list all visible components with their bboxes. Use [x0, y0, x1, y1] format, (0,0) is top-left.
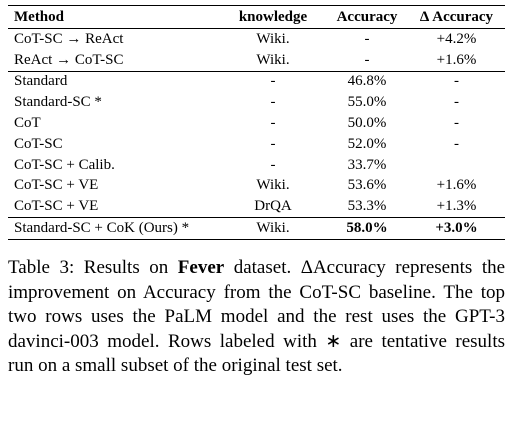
table-cell: -: [270, 94, 276, 111]
table-cell: 50.0%: [347, 115, 387, 132]
table-header: Method knowledge Accuracy Δ Accuracy: [8, 5, 505, 29]
table-cell: CoT-SC + VE: [14, 198, 99, 215]
caption: Table 3: Results on Fever dataset. ΔAccu…: [8, 256, 505, 379]
table-cell: Wiki.: [256, 51, 290, 68]
table-row: Standard - 46.8% -: [8, 71, 505, 92]
table-body: CoT-SC → ReAct Wiki. - +4.2% ReAct → CoT-SC W…: [8, 29, 505, 240]
caption-text: dataset. ΔAccuracy represents the improv…: [8, 257, 506, 376]
table-cell: +1.6%: [436, 177, 477, 194]
table-cell: -: [364, 30, 370, 47]
table-cell: -: [454, 135, 459, 152]
table-cell: +1.6%: [436, 51, 477, 68]
table-row: Standard-SC * - 55.0% -: [8, 92, 505, 113]
table-cell: CoT-SC + VE: [14, 177, 99, 194]
table-row: CoT-SC + Calib. - 33.7%: [8, 155, 505, 176]
table-cell: 53.3%: [347, 198, 387, 215]
table-cell: 53.6%: [347, 177, 387, 194]
table-cell: [408, 155, 505, 176]
table-cell: CoT-SC + Calib.: [14, 156, 115, 173]
table-cell: 58.0%: [346, 220, 388, 237]
column-header: knowledge: [238, 8, 308, 25]
table-row: Standard-SC + CoK (Ours) * Wiki. 58.0% +3.0…: [8, 217, 505, 240]
caption-text: Results on: [83, 257, 169, 278]
table-cell: -: [454, 115, 459, 132]
table-cell: DrQA: [254, 198, 292, 215]
table-cell: -: [270, 115, 276, 132]
caption-label: Table 3:: [8, 257, 75, 278]
table-cell: Wiki.: [256, 30, 290, 47]
table-row: CoT-SC + VE Wiki. 53.6% +1.6%: [8, 176, 505, 197]
table-cell: 55.0%: [347, 94, 387, 111]
table-row: CoT-SC + VE DrQA 53.3% +1.3%: [8, 196, 505, 217]
table-cell: 33.7%: [347, 156, 387, 173]
table-cell: -: [270, 73, 276, 90]
table-cell: Standard-SC *: [14, 94, 102, 111]
table-cell: Wiki.: [256, 220, 290, 237]
table-cell: +3.0%: [435, 220, 478, 237]
table-cell: CoT: [14, 115, 41, 132]
table-cell: -: [454, 94, 459, 111]
table-cell: CoT-SC → ReAct: [14, 30, 124, 47]
table-cell: +4.2%: [436, 30, 477, 47]
table-cell: ReAct → CoT-SC: [14, 51, 124, 68]
table-row: CoT - 50.0% -: [8, 113, 505, 134]
table-row: CoT-SC - 52.0% -: [8, 134, 505, 155]
table-cell: Standard-SC + CoK (Ours) *: [14, 220, 190, 237]
table-cell: -: [364, 51, 370, 68]
header-row: Method knowledge Accuracy Δ Accuracy: [8, 5, 505, 29]
table-cell: -: [454, 73, 459, 90]
table-cell: -: [270, 135, 276, 152]
table-cell: 46.8%: [347, 73, 387, 90]
table-cell: Standard: [14, 73, 68, 90]
table-cell: +1.3%: [436, 198, 477, 215]
table-cell: CoT-SC: [14, 135, 63, 152]
column-header: Accuracy: [336, 8, 398, 25]
column-header: Δ Accuracy: [419, 8, 494, 25]
table-cell: Wiki.: [256, 177, 290, 194]
table-cell: 52.0%: [347, 135, 387, 152]
table-row: CoT-SC → ReAct Wiki. - +4.2%: [8, 29, 505, 50]
column-header: Method: [14, 8, 64, 25]
results-table: Method knowledge Accuracy Δ Accuracy CoT-SC…: [8, 5, 505, 240]
caption-bold: Fever: [177, 257, 225, 278]
table-cell: -: [270, 156, 276, 173]
table-row: ReAct → CoT-SC Wiki. - +1.6%: [8, 50, 505, 72]
